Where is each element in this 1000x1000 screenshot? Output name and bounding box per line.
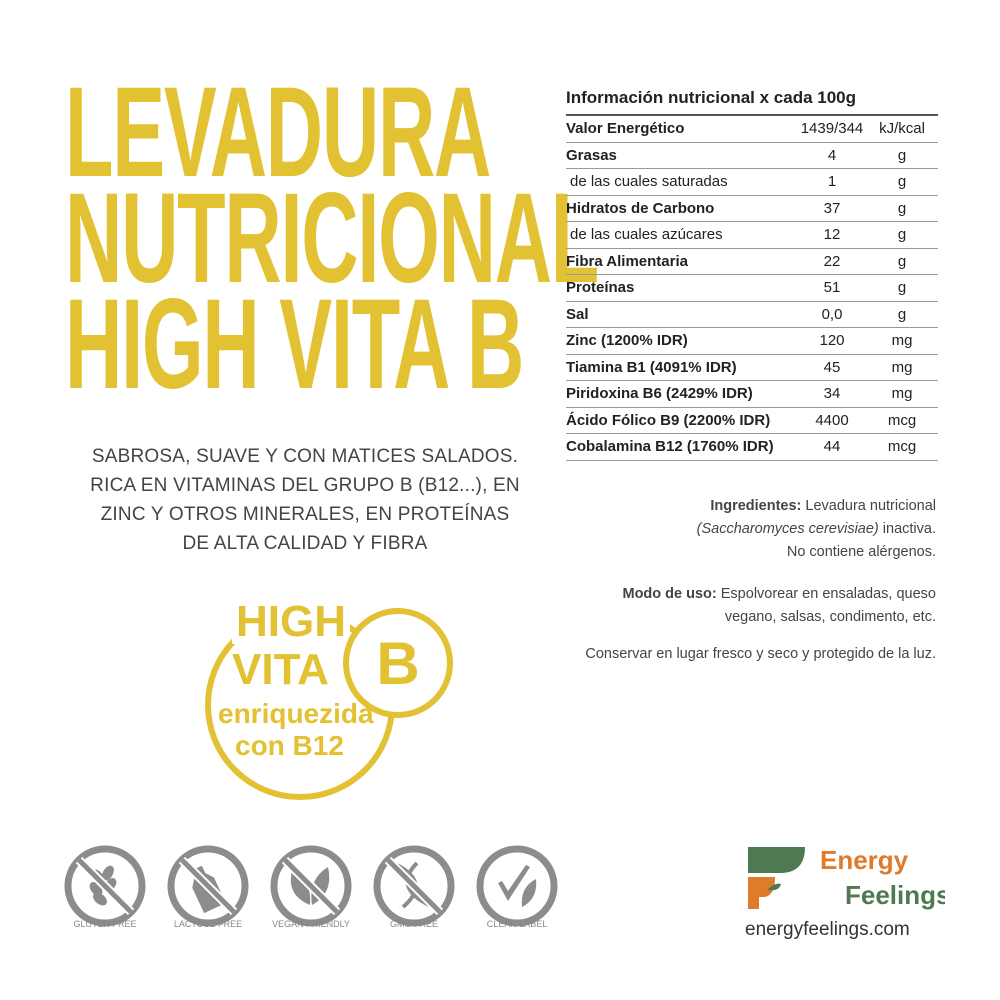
usage-label: Modo de uso: xyxy=(622,586,717,602)
brand-line1: Energy xyxy=(820,845,909,875)
title-line: HIGH VITA B xyxy=(65,273,524,416)
ingredients-text: Levadura nutricional xyxy=(801,498,936,514)
badge-gmo-free: GMO FREE xyxy=(371,843,457,943)
nutrient-name: de las cuales saturadas xyxy=(570,173,728,191)
nutrient-unit: g xyxy=(897,279,907,297)
icon-label: CLEAN LABEL xyxy=(486,919,548,929)
high-vita-b-badge: HIGH B VITA enriquezida con B12 xyxy=(190,600,453,820)
icon-label: LACTOSE FREE xyxy=(173,919,243,929)
nutrient-name: Piridoxina B6 (2429% IDR) xyxy=(566,385,753,403)
leaf-icon xyxy=(270,845,352,927)
bottle-icon xyxy=(167,845,249,927)
product-description: SABROSA, SUAVE Y CON MATICES SALADOS. RI… xyxy=(40,442,570,558)
nutrition-header: Información nutricional x cada 100g xyxy=(566,88,938,116)
brand-url: energyfeelings.com xyxy=(745,919,910,940)
nutrition-row: Sal 0,0 g xyxy=(566,302,938,328)
badge-vita: VITA xyxy=(232,645,329,694)
nutrient-value: 12 xyxy=(823,226,841,244)
nutrient-name: Valor Energético xyxy=(566,120,685,138)
nutrient-value: 1439/344 xyxy=(800,120,864,138)
nutrient-unit: kJ/kcal xyxy=(879,120,925,138)
nutrient-name: Zinc (1200% IDR) xyxy=(566,332,688,350)
nutrition-row: de las cuales azúcares 12 g xyxy=(566,222,938,249)
nutrient-name: Proteínas xyxy=(566,279,635,297)
nutrition-table: Información nutricional x cada 100g Valo… xyxy=(566,88,938,461)
allergen-note: No contiene alérgenos. xyxy=(786,544,936,560)
badge-lactose-free: LACTOSE FREE xyxy=(165,843,251,943)
badge-gluten-free: GLUTEN FREE xyxy=(62,843,148,943)
nutrient-value: 1 xyxy=(827,173,837,191)
nutrient-name: Sal xyxy=(566,305,589,323)
icon-label: GMO FREE xyxy=(389,919,438,929)
nutrient-value: 34 xyxy=(823,385,841,403)
nutrition-row: Cobalamina B12 (1760% IDR) 44 mcg xyxy=(566,434,938,461)
nutrient-unit: mg xyxy=(891,332,913,350)
ingredients-text: inactiva. xyxy=(878,521,936,537)
description-line: ZINC Y OTROS MINERALES, EN PROTEÍNAS xyxy=(100,504,510,525)
ingredients-label: Ingredientes: xyxy=(710,498,802,514)
nutrient-value: 120 xyxy=(819,332,845,350)
badge-line2: con B12 xyxy=(235,730,344,761)
nutrition-row: Tiamina B1 (4091% IDR) 45 mg xyxy=(566,355,938,381)
wheat-icon xyxy=(64,845,146,927)
nutrition-row: Piridoxina B6 (2429% IDR) 34 mg xyxy=(566,381,938,408)
badge-line1: enriquezida xyxy=(218,698,374,729)
description-line: SABROSA, SUAVE Y CON MATICES SALADOS. xyxy=(91,446,519,467)
nutrient-unit: g xyxy=(897,199,907,217)
nutrition-row: Proteínas 51 g xyxy=(566,275,938,302)
nutrient-unit: mcg xyxy=(887,438,917,456)
badge-b: B xyxy=(343,608,453,718)
certification-icons: GLUTEN FREE LACTOSE FREE VEGAN FRIENDLY GMO… xyxy=(62,843,560,943)
description-line: RICA EN VITAMINAS DEL GRUPO B (B12...), … xyxy=(90,475,520,496)
nutrient-name: Fibra Alimentaria xyxy=(566,252,688,270)
brand-logo: Energy Feelings energyfeelings.com xyxy=(745,845,950,945)
nutrient-unit: g xyxy=(897,146,907,164)
ingredients: Ingredientes: Levadura nutricional (Sacc… xyxy=(697,495,936,564)
nutrition-row: Fibra Alimentaria 22 g xyxy=(566,249,938,275)
badge-clean-label: CLEAN LABEL xyxy=(474,843,560,943)
nutrient-unit: g xyxy=(897,305,907,323)
storage-note: Conservar en lugar fresco y seco y prote… xyxy=(585,646,936,662)
brand-mark-icon: Energy Feelings energyfeelings.com xyxy=(745,845,950,940)
nutrient-unit: g xyxy=(897,173,907,191)
nutrient-unit: mcg xyxy=(887,411,917,429)
product-title: LEVADURA NUTRICIONAL HIGH VITA B xyxy=(65,69,599,416)
nutrient-name: Hidratos de Carbono xyxy=(566,199,715,217)
nutrient-name: Cobalamina B12 (1760% IDR) xyxy=(566,438,774,456)
nutrient-unit: g xyxy=(897,226,907,244)
ingredients-species: (Saccharomyces cerevisiae) xyxy=(696,521,879,537)
nutrient-value: 4400 xyxy=(815,411,849,429)
nutrient-value: 22 xyxy=(823,252,841,270)
badge-high: HIGH xyxy=(232,600,350,644)
description-line: DE ALTA CALIDAD Y FIBRA xyxy=(182,533,428,554)
nutrient-name: de las cuales azúcares xyxy=(570,226,723,244)
icon-label: GLUTEN FREE xyxy=(73,919,137,929)
nutrition-row: Zinc (1200% IDR) 120 mg xyxy=(566,328,938,355)
nutrient-value: 45 xyxy=(823,358,841,376)
usage: Modo de uso: Espolvorear en ensaladas, q… xyxy=(622,583,936,629)
nutrient-value: 44 xyxy=(823,438,841,456)
brand-line2: Feelings xyxy=(845,880,945,910)
badge-vegan-friendly: VEGAN FRIENDLY xyxy=(268,843,354,943)
nutrient-value: 37 xyxy=(823,199,841,217)
icon-label: VEGAN FRIENDLY xyxy=(272,919,350,929)
nutrient-value: 4 xyxy=(827,146,837,164)
nutrient-unit: mg xyxy=(891,358,913,376)
nutrition-row: de las cuales saturadas 1 g xyxy=(566,169,938,196)
nutrient-name: Ácido Fólico B9 (2200% IDR) xyxy=(566,411,771,429)
dna-icon xyxy=(373,845,455,927)
usage-text: Espolvorear en ensaladas, queso xyxy=(716,586,936,602)
usage-text: vegano, salsas, condimento, etc. xyxy=(724,609,936,625)
nutrient-value: 0,0 xyxy=(821,305,843,323)
nutrition-row: Hidratos de Carbono 37 g xyxy=(566,196,938,222)
nutrient-name: Tiamina B1 (4091% IDR) xyxy=(566,358,737,376)
nutrient-value: 51 xyxy=(823,279,841,297)
nutrient-name: Grasas xyxy=(566,146,617,164)
nutrient-unit: g xyxy=(897,252,907,270)
nutrition-row: Grasas 4 g xyxy=(566,143,938,169)
nutrition-row: Ácido Fólico B9 (2200% IDR) 4400 mcg xyxy=(566,408,938,434)
check-leaf-icon xyxy=(476,845,558,927)
nutrition-row: Valor Energético 1439/344 kJ/kcal xyxy=(566,116,938,143)
nutrient-unit: mg xyxy=(891,385,913,403)
